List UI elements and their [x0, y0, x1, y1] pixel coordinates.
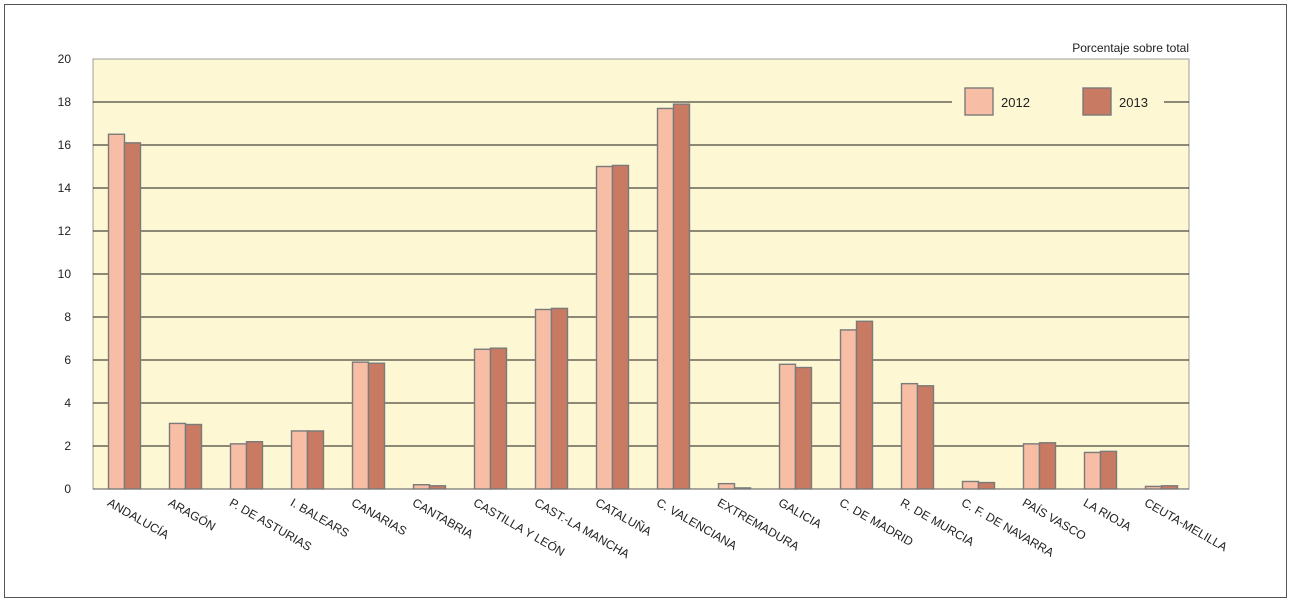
y-tick-label: 8 — [64, 310, 71, 324]
bar-2012-5 — [412, 484, 431, 490]
bar-2013-8 — [611, 164, 630, 490]
legend-label-2013: 2013 — [1119, 95, 1148, 110]
bar-2012-1 — [168, 422, 187, 490]
bar-2012-12 — [839, 329, 858, 490]
bar-2013-7 — [550, 307, 569, 490]
bar-2012-11 — [778, 363, 797, 490]
bar-2012-7 — [534, 308, 553, 490]
bar-2012-13 — [900, 382, 919, 490]
legend-swatch-2013 — [1082, 87, 1112, 116]
bar-2012-10 — [717, 482, 736, 490]
legend-label-2012: 2012 — [1001, 95, 1030, 110]
legend-swatch-2012 — [964, 87, 994, 116]
bar-2012-9 — [656, 107, 675, 490]
bar-2013-4 — [367, 362, 386, 490]
bar-2013-14 — [977, 481, 996, 490]
bars — [107, 103, 1179, 490]
y-tick-label: 14 — [58, 181, 72, 195]
bar-2013-16 — [1099, 450, 1118, 490]
bar-2013-1 — [184, 423, 203, 490]
bar-2013-6 — [489, 347, 508, 490]
y-tick-label: 2 — [64, 439, 71, 453]
y-tick-label: 18 — [58, 95, 72, 109]
y-axis-ticks: 0 2 4 6 8 10 12 14 16 18 20 — [58, 52, 72, 496]
x-category-label: LA RIOJA — [1081, 495, 1134, 533]
bar-2012-4 — [351, 361, 370, 490]
y-tick-label: 6 — [64, 353, 71, 367]
bar-2012-0 — [107, 133, 126, 490]
bar-2013-2 — [245, 441, 264, 490]
x-category-label: CEUTA-MELILLA — [1142, 495, 1230, 554]
bar-2013-0 — [123, 142, 142, 490]
y-tick-label: 20 — [58, 52, 72, 66]
bar-2013-10 — [733, 487, 752, 490]
bar-2012-14 — [961, 480, 980, 490]
y-tick-label: 0 — [64, 482, 71, 496]
bar-2012-2 — [229, 443, 248, 490]
bar-2013-9 — [672, 103, 691, 490]
y-tick-label: 4 — [64, 396, 71, 410]
bar-2013-3 — [306, 430, 325, 490]
y-tick-label: 16 — [58, 138, 72, 152]
bar-2012-8 — [595, 165, 614, 490]
x-category-label: ANDALUCÍA — [105, 495, 172, 542]
bar-2012-16 — [1083, 451, 1102, 490]
bar-2012-3 — [290, 430, 309, 490]
bar-2013-11 — [794, 366, 813, 490]
y-tick-label: 12 — [58, 224, 72, 238]
bar-2013-15 — [1038, 442, 1057, 490]
y-tick-label: 10 — [58, 267, 72, 281]
bar-2012-17 — [1144, 485, 1163, 490]
bar-2013-17 — [1160, 485, 1179, 490]
x-category-label: ARAGÓN — [166, 495, 219, 534]
bar-2012-6 — [473, 348, 492, 490]
legend: 2012 2013 — [952, 85, 1164, 119]
bar-2013-12 — [855, 320, 874, 490]
x-category-label: CANTABRIA — [410, 495, 476, 541]
bar-2013-13 — [916, 385, 935, 490]
x-category-label: GALICIA — [776, 495, 824, 531]
bar-2012-15 — [1022, 443, 1041, 490]
bar-2013-5 — [428, 485, 447, 490]
x-category-label: CANARIAS — [349, 495, 409, 538]
unit-label: Porcentaje sobre total — [1072, 41, 1189, 55]
